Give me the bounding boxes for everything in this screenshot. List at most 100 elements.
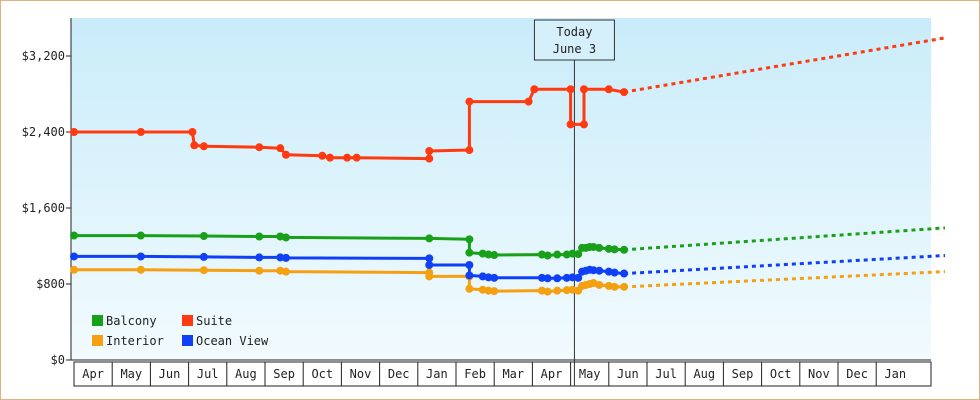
data-point (490, 287, 499, 296)
y-tick-label: $3,200 (22, 49, 65, 63)
data-point (620, 245, 629, 254)
series-suite (70, 36, 946, 163)
data-point (425, 234, 434, 243)
data-point (543, 287, 552, 296)
data-point (318, 151, 327, 160)
x-month-label: May (579, 367, 601, 381)
series-interior (70, 265, 946, 296)
x-month-label: Jul (197, 367, 219, 381)
x-month-label: Apr (541, 367, 563, 381)
today-label-date: June 3 (553, 42, 596, 56)
legend: Balcony Suite Interior Ocean View (92, 314, 269, 348)
data-point (282, 267, 291, 276)
data-point (255, 253, 264, 262)
data-point (199, 266, 208, 275)
data-point (562, 286, 571, 295)
y-tick-label: $2,400 (22, 125, 65, 139)
today-marker: Today June 3 (533, 19, 615, 386)
x-month-label: Nov (350, 367, 372, 381)
data-point (579, 85, 588, 94)
data-point (425, 154, 434, 163)
data-point (136, 265, 145, 274)
legend-swatch (92, 335, 103, 346)
data-point (282, 150, 291, 159)
data-point (255, 266, 264, 275)
data-point (537, 273, 546, 282)
data-point (604, 85, 613, 94)
series-lines (70, 36, 946, 296)
data-point (553, 286, 562, 295)
x-month-label: May (120, 367, 142, 381)
data-point (490, 273, 499, 282)
data-point (566, 85, 575, 94)
legend-swatch (182, 335, 193, 346)
data-point (425, 272, 434, 281)
x-month-label: Oct (311, 367, 333, 381)
data-point (589, 266, 598, 275)
data-point (188, 128, 197, 136)
data-point (425, 261, 434, 269)
legend-label: Suite (196, 314, 232, 328)
legend-label: Balcony (106, 314, 157, 328)
data-point (574, 250, 583, 259)
x-month-label: Dec (388, 367, 410, 381)
data-point (276, 144, 285, 153)
plot-area (71, 18, 931, 360)
data-point (282, 233, 291, 242)
data-point (255, 143, 264, 152)
legend-label: Ocean View (196, 334, 269, 348)
data-point (70, 128, 78, 136)
x-month-label: Nov (808, 367, 830, 381)
x-month-label: Jan (426, 367, 448, 381)
y-tick-label: $1,600 (22, 201, 65, 215)
x-month-label: Oct (770, 367, 792, 381)
x-axis-box (73, 361, 932, 387)
data-point (553, 274, 562, 283)
data-point (70, 231, 78, 240)
data-point (524, 97, 533, 106)
x-month-label: Jan (884, 367, 906, 381)
legend-swatch (92, 315, 103, 326)
today-label-title: Today (556, 25, 592, 39)
data-point (465, 248, 474, 257)
data-point (543, 251, 552, 260)
data-point (553, 250, 562, 259)
legend-label: Interior (106, 334, 164, 348)
data-point (610, 245, 619, 254)
x-month-label: Sep (273, 367, 295, 381)
x-month-label: Feb (464, 367, 486, 381)
x-month-label: Jun (617, 367, 639, 381)
legend-swatch (182, 315, 193, 326)
data-point (620, 88, 629, 97)
data-point (595, 243, 604, 252)
data-point (343, 153, 352, 162)
projection-line (623, 226, 946, 252)
data-point (255, 232, 264, 241)
data-point (465, 235, 474, 244)
data-point (70, 252, 78, 261)
data-point (136, 252, 145, 261)
data-point (199, 142, 208, 151)
data-point (620, 282, 629, 291)
data-point (484, 286, 493, 295)
data-point (568, 249, 577, 258)
x-month-label: Dec (846, 367, 868, 381)
data-point (530, 85, 539, 94)
data-point (610, 282, 619, 291)
data-point (425, 254, 434, 263)
data-point (190, 141, 199, 150)
projection-line (624, 254, 946, 276)
data-point (465, 97, 474, 106)
data-point (566, 120, 575, 129)
data-point (484, 250, 493, 259)
data-point (595, 266, 604, 275)
data-point (199, 232, 208, 241)
y-tick-label: $800 (36, 277, 65, 291)
y-axis: $0 $800 $1,600 $2,400 $3,200 (22, 18, 72, 367)
data-point (276, 253, 285, 262)
data-point (199, 252, 208, 261)
x-month-label: Jul (655, 367, 677, 381)
data-point (70, 265, 78, 274)
x-month-label: Apr (82, 367, 104, 381)
data-point (136, 128, 145, 136)
